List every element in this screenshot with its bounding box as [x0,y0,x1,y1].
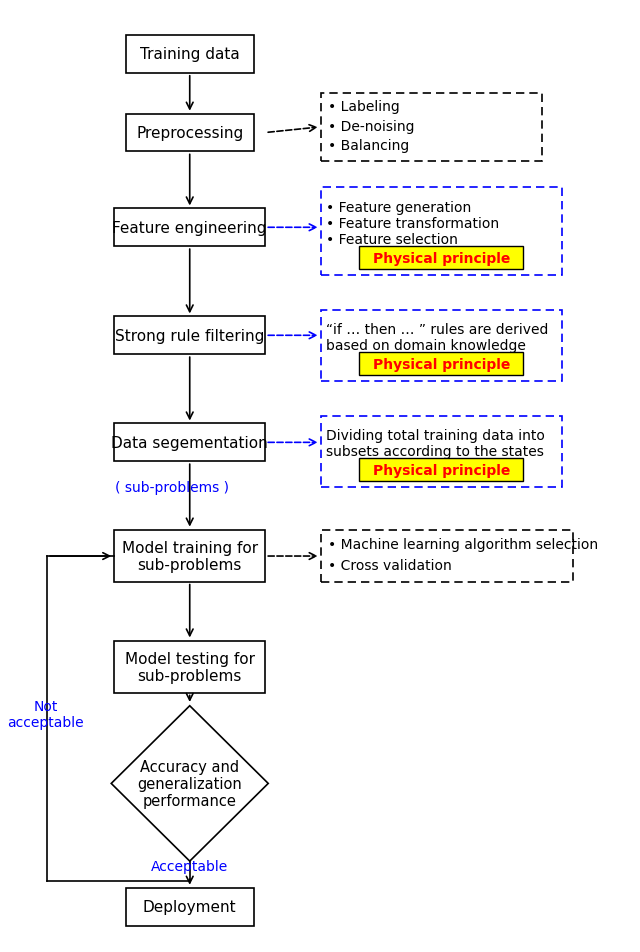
Text: based on domain knowledge: based on domain knowledge [326,339,526,353]
FancyBboxPatch shape [321,188,562,275]
FancyBboxPatch shape [114,317,266,355]
Text: • De-noising: • De-noising [328,120,414,133]
Text: Strong rule filtering: Strong rule filtering [115,328,264,344]
Text: • Machine learning algorithm selection: • Machine learning algorithm selection [328,538,598,551]
FancyBboxPatch shape [321,530,573,582]
Text: Deployment: Deployment [143,899,237,914]
Text: Model training for
sub-problems: Model training for sub-problems [122,541,258,573]
Text: Feature engineering: Feature engineering [113,221,267,235]
FancyBboxPatch shape [114,424,266,462]
Text: “if … then … ” rules are derived: “if … then … ” rules are derived [326,323,548,337]
FancyBboxPatch shape [321,416,562,487]
Text: Accuracy and
generalization
performance: Accuracy and generalization performance [138,759,242,808]
Text: • Labeling: • Labeling [328,100,399,114]
Text: Physical principle: Physical principle [372,251,510,266]
FancyBboxPatch shape [359,353,524,376]
Text: • Cross validation: • Cross validation [328,559,451,572]
Text: Model testing for
sub-problems: Model testing for sub-problems [125,651,255,684]
Text: ( sub-problems ): ( sub-problems ) [115,481,229,494]
Polygon shape [111,706,268,862]
FancyBboxPatch shape [321,310,562,382]
FancyBboxPatch shape [114,209,266,247]
Text: Acceptable: Acceptable [151,859,228,873]
Text: Dividing total training data into: Dividing total training data into [326,428,545,443]
Text: • Feature generation: • Feature generation [326,201,472,214]
Text: Training data: Training data [140,48,239,62]
Text: • Feature transformation: • Feature transformation [326,217,499,230]
FancyBboxPatch shape [321,93,541,162]
FancyBboxPatch shape [126,36,253,73]
Text: • Balancing: • Balancing [328,139,409,153]
FancyBboxPatch shape [359,247,524,269]
Text: Physical principle: Physical principle [372,357,510,371]
Text: • Feature selection: • Feature selection [326,233,458,247]
Text: subsets according to the states: subsets according to the states [326,445,544,459]
FancyBboxPatch shape [359,459,524,482]
Text: Preprocessing: Preprocessing [136,126,243,141]
FancyBboxPatch shape [126,114,253,152]
Text: Data segementation: Data segementation [111,435,268,450]
FancyBboxPatch shape [114,641,266,693]
Text: Physical principle: Physical principle [372,464,510,477]
FancyBboxPatch shape [114,530,266,583]
FancyBboxPatch shape [126,887,253,925]
Text: Not
acceptable: Not acceptable [7,700,84,729]
